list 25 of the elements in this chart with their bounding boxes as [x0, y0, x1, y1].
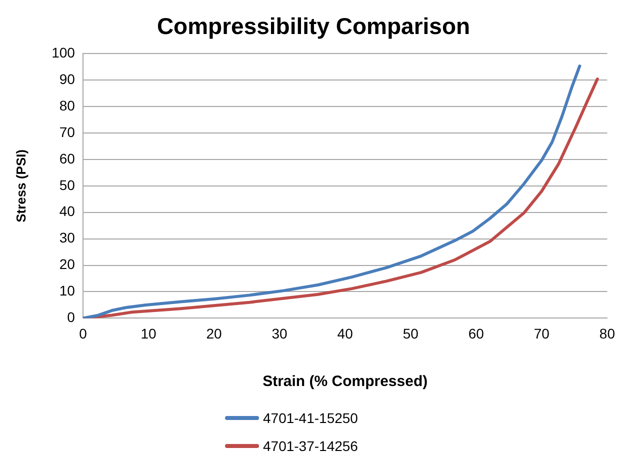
y-tick-label: 10: [59, 282, 76, 299]
y-tick-label: 30: [59, 230, 76, 246]
x-tick-label: 50: [402, 325, 419, 342]
legend-label: 4701-37-14256: [263, 438, 358, 454]
y-tick-label: 70: [59, 124, 76, 140]
legend-label: 4701-41-15250: [263, 410, 358, 426]
y-tick-label: 0: [67, 309, 76, 326]
x-axis-title: Strain (% Compressed): [262, 373, 428, 390]
x-tick-label: 60: [468, 325, 484, 342]
x-tick-label: 70: [534, 325, 550, 342]
y-tick-label: 100: [52, 44, 76, 60]
y-tick-label: 20: [59, 256, 76, 272]
x-tick-label: 40: [337, 325, 354, 342]
x-tick-label: 30: [272, 325, 288, 342]
x-tick-label: 80: [599, 325, 616, 342]
x-tick-label: 20: [206, 325, 222, 342]
y-tick-label: 80: [59, 97, 76, 114]
y-tick-label: 60: [59, 150, 76, 166]
y-tick-label: 90: [59, 70, 76, 87]
y-tick-label: 50: [59, 176, 76, 193]
x-tick-label: 0: [79, 325, 88, 342]
y-axis-title: Stress (PSI): [13, 149, 28, 222]
x-tick-label: 10: [140, 325, 156, 342]
chart-title: Compressibility Comparison: [156, 13, 470, 40]
y-tick-label: 40: [59, 203, 76, 220]
